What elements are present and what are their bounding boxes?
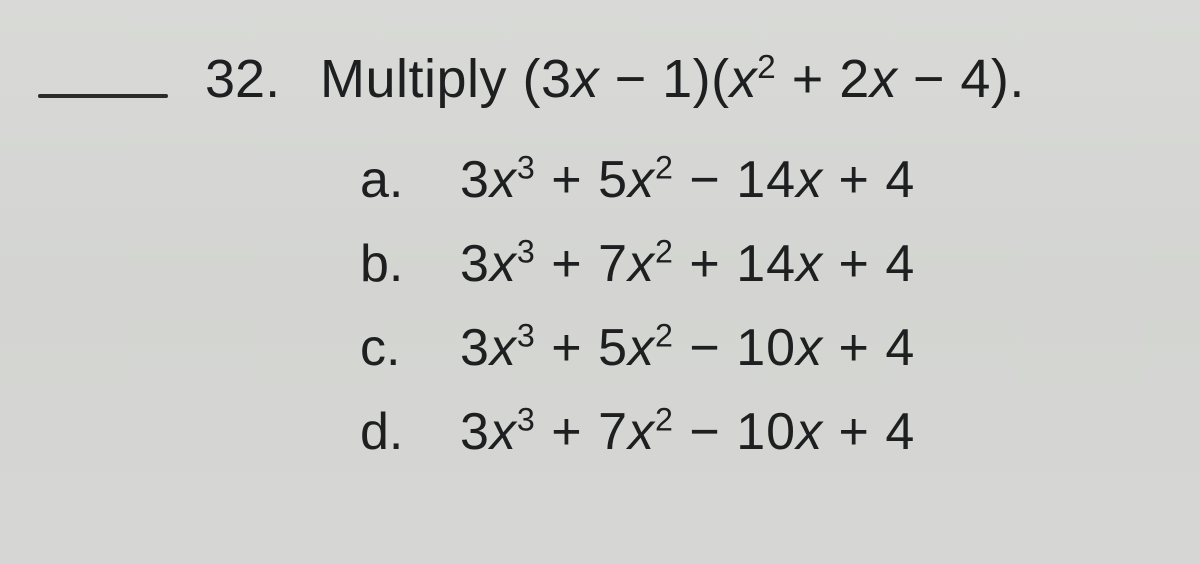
choice-expression: 3x3 + 5x2 − 10x + 4 <box>460 318 915 378</box>
choice-expression: 3x3 + 7x2 + 14x + 4 <box>460 234 915 294</box>
question-prompt: Multiply (3x − 1)(x2 + 2x − 4). <box>320 48 1025 110</box>
choice-expression: 3x3 + 7x2 − 10x + 4 <box>460 402 915 462</box>
choice-c: c. 3x3 + 5x2 − 10x + 4 <box>360 318 915 378</box>
choice-letter: a. <box>360 150 460 210</box>
choice-a: a. 3x3 + 5x2 − 14x + 4 <box>360 150 915 210</box>
worksheet-page: 32. Multiply (3x − 1)(x2 + 2x − 4). a. 3… <box>0 0 1200 564</box>
choice-letter: c. <box>360 318 460 378</box>
choice-b: b. 3x3 + 7x2 + 14x + 4 <box>360 234 915 294</box>
choice-expression: 3x3 + 5x2 − 14x + 4 <box>460 150 915 210</box>
choice-letter: d. <box>360 402 460 462</box>
choice-letter: b. <box>360 234 460 294</box>
answer-blank-line <box>38 94 168 98</box>
question-number: 32. <box>205 48 280 110</box>
choice-d: d. 3x3 + 7x2 − 10x + 4 <box>360 402 915 462</box>
choices-list: a. 3x3 + 5x2 − 14x + 4 b. 3x3 + 7x2 + 14… <box>360 150 915 486</box>
